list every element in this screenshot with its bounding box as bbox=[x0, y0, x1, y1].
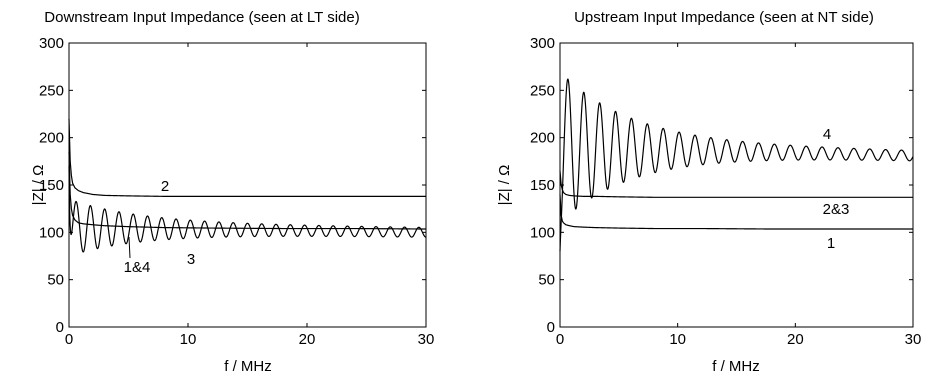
y-tick-label: 200 bbox=[530, 130, 555, 147]
x-axis-label: f / MHz bbox=[712, 358, 760, 375]
x-tick-label: 20 bbox=[787, 331, 804, 348]
series-line-2 bbox=[68, 118, 426, 197]
y-tick-label: 50 bbox=[538, 272, 555, 289]
tick-group: 0 50 100 150 200 250 300 0 10 20 30 bbox=[39, 35, 434, 348]
y-tick-label: 250 bbox=[530, 82, 555, 99]
downstream-impedance-panel: Downstream Input Impedance (seen at LT s… bbox=[30, 9, 434, 375]
x-tick-label: 30 bbox=[905, 331, 922, 348]
curve-label-1: 1 bbox=[827, 235, 835, 252]
series-line-1and4 bbox=[68, 151, 427, 230]
y-tick-label: 200 bbox=[39, 130, 64, 147]
y-tick-label: 150 bbox=[530, 177, 555, 194]
y-axis-label: |Z| / Ω bbox=[30, 165, 47, 206]
upstream-impedance-panel: Upstream Input Impedance (seen at NT sid… bbox=[496, 9, 921, 375]
tick-group: 0 50 100 150 200 250 300 0 10 20 30 bbox=[530, 35, 921, 348]
series-line-2and3 bbox=[559, 170, 913, 198]
series-line-3 bbox=[68, 166, 427, 253]
curve-label-2: 2 bbox=[161, 178, 169, 195]
series-line-4 bbox=[559, 78, 914, 252]
annotation-leader bbox=[128, 236, 131, 259]
x-tick-label: 20 bbox=[299, 331, 316, 348]
y-tick-label: 250 bbox=[39, 82, 64, 99]
curve-label-1and4: 1&4 bbox=[124, 259, 151, 276]
curve-group bbox=[559, 78, 914, 252]
y-tick-label: 300 bbox=[530, 35, 555, 52]
y-tick-label: 0 bbox=[56, 319, 64, 336]
plot-frame bbox=[559, 42, 914, 328]
plot-frame bbox=[68, 42, 427, 328]
series-line-1 bbox=[559, 194, 913, 230]
x-tick-label: 30 bbox=[418, 331, 435, 348]
curve-group bbox=[68, 118, 427, 253]
chart-title: Upstream Input Impedance (seen at NT sid… bbox=[574, 9, 874, 26]
curve-label-2and3: 2&3 bbox=[823, 201, 850, 218]
y-tick-label: 0 bbox=[547, 319, 555, 336]
x-tick-label: 0 bbox=[65, 331, 73, 348]
chart-title: Downstream Input Impedance (seen at LT s… bbox=[44, 9, 359, 26]
y-tick-label: 50 bbox=[47, 272, 64, 289]
x-tick-label: 0 bbox=[556, 331, 564, 348]
y-axis-label: |Z| / Ω bbox=[496, 165, 513, 206]
y-tick-label: 100 bbox=[39, 224, 64, 241]
curve-label-4: 4 bbox=[823, 126, 831, 143]
y-tick-label: 300 bbox=[39, 35, 64, 52]
y-tick-label: 150 bbox=[39, 177, 64, 194]
x-axis-label: f / MHz bbox=[224, 358, 272, 375]
x-tick-label: 10 bbox=[669, 331, 686, 348]
x-tick-label: 10 bbox=[180, 331, 197, 348]
curve-label-3: 3 bbox=[187, 251, 195, 268]
y-tick-label: 100 bbox=[530, 224, 555, 241]
